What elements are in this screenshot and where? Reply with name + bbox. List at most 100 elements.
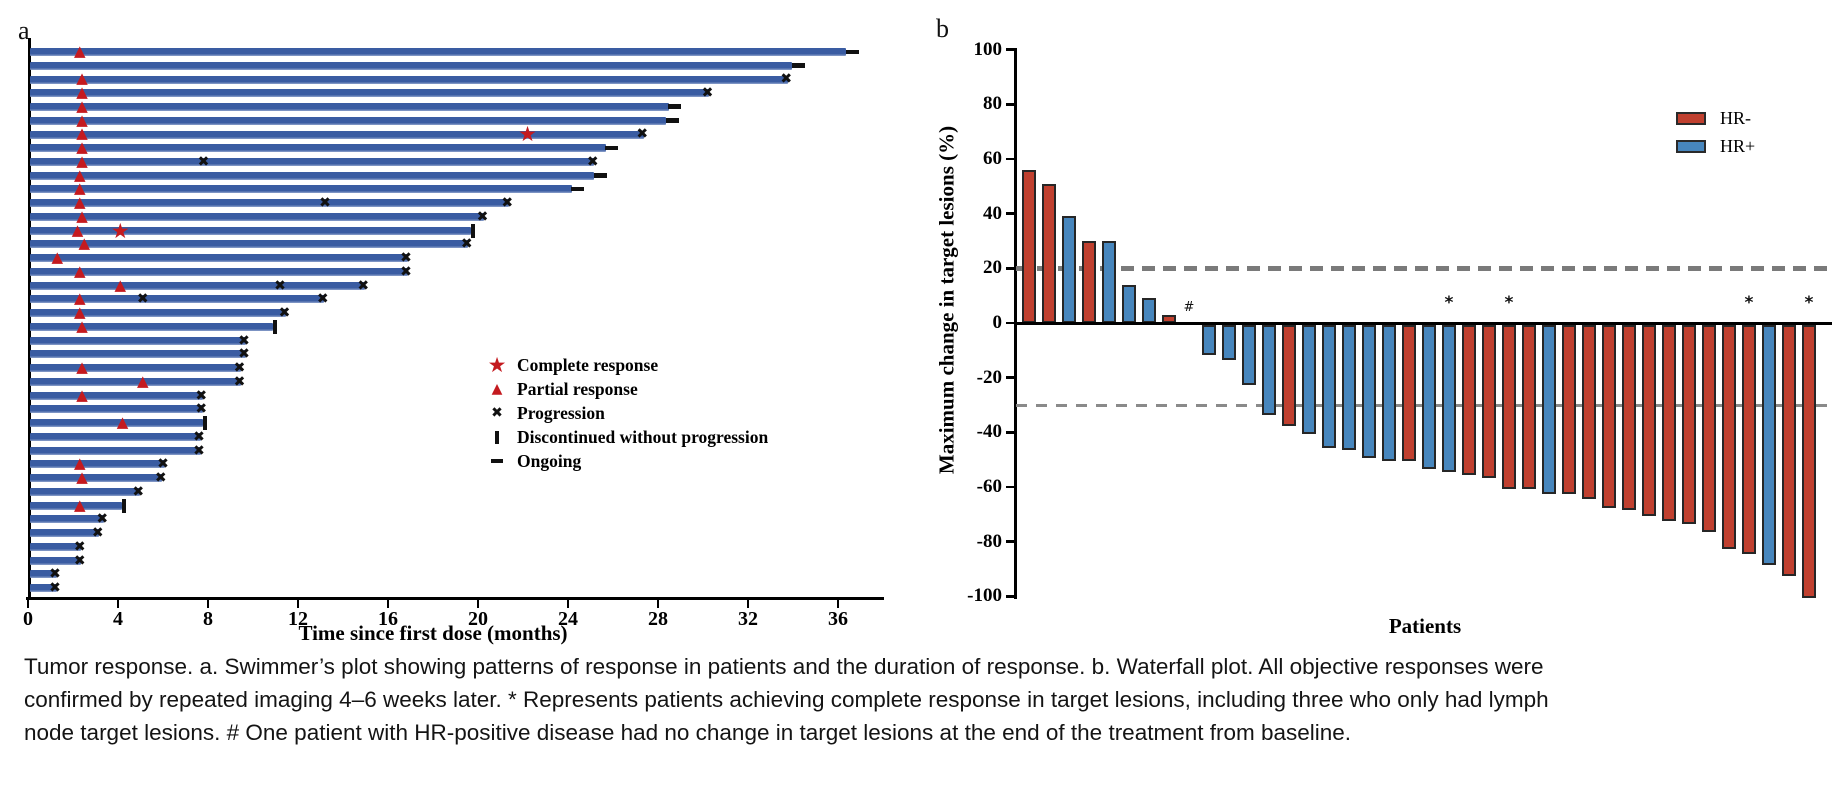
waterfall-bar [1302, 324, 1316, 434]
x-axis-tick [206, 600, 210, 608]
swimmer-bar [29, 226, 471, 235]
y-axis-tick-label: 100 [973, 38, 1003, 60]
swimmer-bar [29, 336, 246, 345]
swimmer-bar [29, 48, 847, 56]
legend-glyph-cell [483, 458, 511, 464]
figure-caption: Tumor response. a. Swimmer’s plot showin… [24, 650, 1816, 749]
waterfall-bar [1662, 324, 1676, 522]
legend-glyph-cell [483, 430, 511, 444]
y-axis-tick [1006, 431, 1014, 434]
y-axis-tick [1006, 376, 1014, 379]
waterfall-bar [1522, 324, 1536, 489]
caption-line: Tumor response. a. Swimmer’s plot showin… [24, 654, 1544, 679]
swimmer-bar [29, 212, 484, 221]
waterfall-bar [1242, 324, 1256, 385]
y-axis-tick-label: -40 [976, 421, 1002, 443]
legend-item: HR+ [1676, 132, 1755, 160]
hr-negative-swatch [1676, 111, 1706, 125]
swimmer-bar [29, 487, 140, 496]
waterfall-bar [1622, 324, 1636, 511]
swimmer-bar [29, 267, 408, 276]
y-axis-tick-label: -80 [976, 530, 1002, 552]
legend-item-label: Progression [517, 402, 605, 423]
waterfall-bar [1682, 324, 1696, 524]
swimmer-bar [29, 309, 286, 318]
y-axis-tick [1006, 321, 1014, 325]
waterfall-bar [1062, 216, 1076, 323]
panel-b-legend: HR- HR+ [1676, 104, 1755, 160]
legend-item-label: Partial response [517, 378, 638, 399]
waterfall-bar [1222, 324, 1236, 360]
waterfall-bar [1582, 324, 1596, 500]
x-axis-tick [656, 600, 660, 608]
swimmer-bar [29, 240, 469, 249]
x-axis-tick [26, 600, 30, 608]
panel-a-legend: ★ Complete response ▲ Partial response ✖ Prog… [483, 353, 769, 473]
partial-response-triangle-icon: ▲ [491, 381, 503, 397]
waterfall-bar [1442, 324, 1456, 473]
x-axis-tick-label: 20 [468, 608, 488, 630]
y-axis-tick [1006, 157, 1014, 161]
x-axis-tick [386, 600, 390, 608]
x-axis-tick-label: 36 [828, 608, 848, 630]
swimmer-bar [29, 254, 408, 263]
waterfall-bar [1402, 324, 1416, 462]
swimmer-bar [29, 322, 273, 331]
swimmer-bar [29, 570, 57, 579]
discontinued-tick-icon [273, 319, 277, 334]
swimmer-bar [29, 171, 595, 180]
waterfall-bar [1542, 324, 1556, 494]
swimmer-bar [29, 185, 572, 194]
legend-item-label: Ongoing [517, 450, 582, 471]
waterfall-bar [1262, 324, 1276, 415]
x-axis-tick-label: 28 [648, 608, 668, 630]
caption-line: node target lesions. # One patient with … [24, 720, 1352, 745]
legend-glyph-cell: ✖ [483, 406, 511, 420]
waterfall-bar [1042, 183, 1056, 323]
panel-a-label: a [18, 16, 30, 45]
swimmer-bar [29, 103, 669, 111]
waterfall-bar [1382, 324, 1396, 462]
ongoing-dash-icon [845, 49, 859, 54]
swimmer-bar [29, 515, 104, 524]
waterfall-bar [1642, 324, 1656, 516]
legend-item: ★ Complete response [483, 353, 768, 377]
waterfall-bar [1162, 314, 1176, 323]
waterfall-bar [1762, 324, 1776, 565]
swimmer-bar [29, 446, 201, 455]
y-axis-tick-label: -100 [967, 585, 1002, 607]
x-axis-tick [296, 600, 300, 608]
waterfall-bar [1562, 324, 1576, 494]
ongoing-dash-icon [491, 458, 503, 464]
swimmer-bar [29, 364, 241, 373]
y-axis-tick-label: 0 [992, 312, 1003, 333]
waterfall-bar [1022, 170, 1036, 323]
waterfall-bar [1502, 324, 1516, 489]
legend-glyph-cell: ★ [483, 354, 511, 376]
x-axis-tick [746, 600, 750, 608]
legend-item-label: Discontinued without progression [517, 426, 769, 447]
ongoing-dash-icon [668, 104, 681, 109]
y-axis-tick-label: 20 [983, 257, 1002, 279]
panel-a-y-axis [28, 38, 31, 600]
swimmer-bar [29, 281, 365, 290]
swimmer-bar [29, 529, 100, 537]
waterfall-bar [1102, 241, 1116, 323]
y-axis-tick [1006, 540, 1014, 543]
y-axis-tick-label: 80 [983, 93, 1002, 115]
x-axis-tick [116, 600, 120, 608]
x-axis-tick [476, 600, 480, 608]
swimmer-bar [29, 419, 203, 428]
legend-glyph-cell: ▲ [483, 382, 511, 396]
waterfall-bar [1202, 324, 1216, 355]
waterfall-bar [1602, 324, 1616, 508]
waterfall-bar [1362, 324, 1376, 459]
ongoing-dash-icon [571, 186, 585, 192]
swimmer-bar [29, 158, 595, 166]
y-axis-tick [1006, 595, 1014, 598]
caption-line: confirmed by repeated imaging 4–6 weeks … [24, 687, 1549, 712]
swimmer-bar [29, 584, 57, 592]
swimmer-bar [29, 144, 606, 153]
waterfall-bar [1342, 324, 1356, 451]
